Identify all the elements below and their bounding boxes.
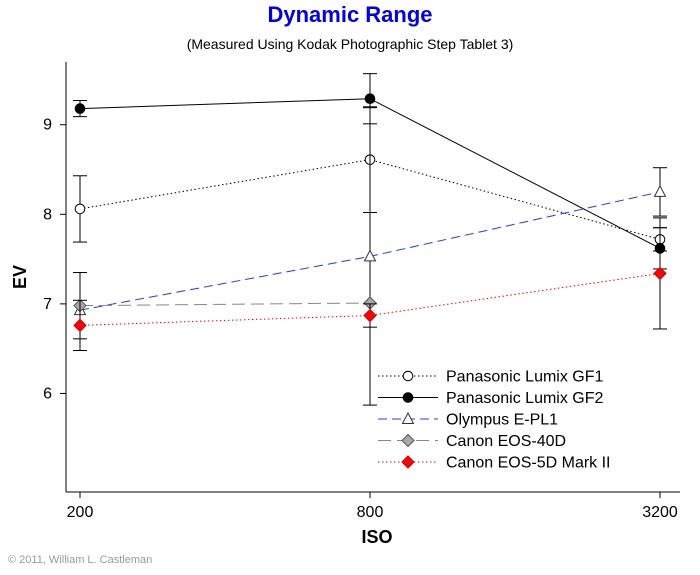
y-axis-title: EV (10, 265, 30, 289)
x-tick-label: 3200 (642, 504, 678, 521)
data-point (363, 249, 377, 262)
series-4 (73, 217, 667, 351)
series-line (79, 272, 661, 326)
legend-item: Canon EOS-5D Mark II (378, 455, 611, 472)
legend-label: Panasonic Lumix GF1 (446, 369, 604, 386)
x-tick-label: 800 (357, 504, 384, 521)
legend-item: Olympus E-PL1 (378, 412, 558, 429)
legend-marker (402, 370, 414, 382)
y-tick-label: 8 (43, 206, 52, 223)
legend-marker (401, 411, 415, 424)
y-tick-label: 6 (43, 385, 52, 402)
legend-label: Canon EOS-5D Mark II (446, 455, 611, 472)
chart-subtitle: (Measured Using Kodak Photographic Step … (186, 36, 514, 52)
copyright-text: © 2011, William L. Castleman (8, 554, 153, 566)
legend-marker (401, 455, 415, 469)
legend-marker (402, 392, 414, 403)
legend-label: Panasonic Lumix GF2 (446, 390, 604, 407)
series-2 (73, 107, 667, 406)
data-point (74, 103, 86, 114)
x-tick-label: 200 (67, 504, 94, 521)
x-axis-title: ISO (361, 527, 392, 547)
data-point (364, 93, 376, 105)
y-tick-label: 7 (43, 296, 52, 313)
data-point (74, 203, 86, 215)
data-point (363, 308, 377, 323)
data-point (653, 266, 667, 281)
chart-title: Dynamic Range (267, 2, 433, 27)
axes: 6 7 8 9 200 800 3200 ISO EV (10, 62, 680, 547)
data-point (73, 318, 87, 333)
legend-label: Olympus E-PL1 (446, 412, 558, 429)
legend-item: Panasonic Lumix GF2 (378, 390, 604, 407)
legend-item: Canon EOS-40D (378, 433, 566, 450)
series-3 (73, 272, 377, 340)
legend-label: Canon EOS-40D (446, 433, 566, 450)
data-point (653, 184, 667, 197)
legend-item: Panasonic Lumix GF1 (378, 369, 604, 386)
series-layer (73, 73, 667, 406)
y-tick-label: 9 (43, 117, 52, 134)
legend: Panasonic Lumix GF1 Panasonic Lumix GF2 Ol… (378, 369, 611, 472)
series-line (79, 302, 371, 307)
legend-marker (401, 433, 415, 448)
